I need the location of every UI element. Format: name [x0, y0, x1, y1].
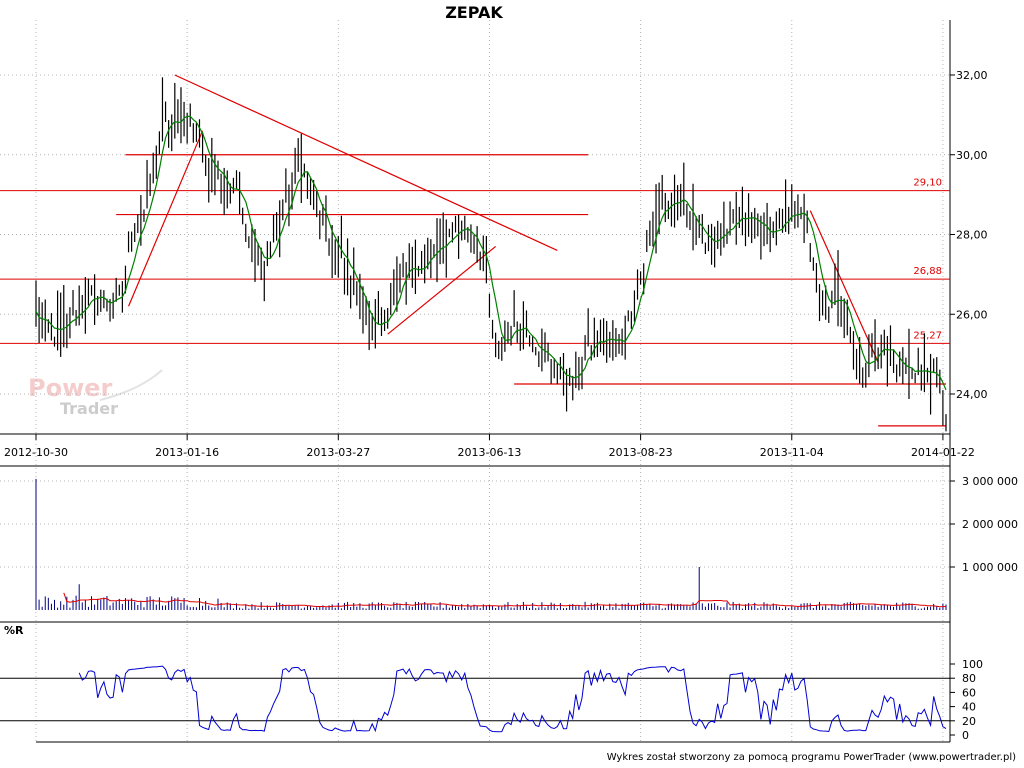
volume-average-line — [63, 592, 947, 608]
horizontal-level-label: 26,88 — [913, 266, 942, 277]
wr-tick-label: 80 — [962, 672, 976, 685]
williams-r-line — [78, 665, 947, 733]
price-tick-label: 24,00 — [956, 388, 988, 401]
trend-line — [174, 74, 558, 251]
chart-title: ZEPAK — [445, 3, 503, 22]
wr-tick-label: 100 — [962, 658, 983, 671]
date-tick-label: 2012-10-30 — [4, 446, 68, 459]
wr-tick-label: 60 — [962, 686, 976, 699]
wr-tick-label: 0 — [962, 729, 969, 742]
volume-panel: 1 000 000 2 000 000 3 000 000 — [0, 465, 1018, 623]
moving-average-line — [35, 115, 947, 391]
wr-panel-label: %R — [4, 624, 24, 637]
ohlc-bars — [35, 77, 947, 432]
date-axis: 2012-10-30 2013-01-16 2013-03-27 2013-06-13… — [4, 434, 975, 459]
price-tick-label: 32,00 — [956, 69, 988, 82]
volume-tick-label: 3 000 000 — [962, 475, 1018, 488]
trend-line — [127, 130, 204, 307]
volume-tick-label: 2 000 000 — [962, 518, 1018, 531]
trend-line — [387, 245, 497, 335]
date-tick-label: 2013-01-16 — [155, 446, 219, 459]
date-tick-label: 2013-08-23 — [609, 446, 673, 459]
horizontal-level-label: 25,27 — [913, 330, 942, 341]
date-tick-label: 2014-01-22 — [911, 446, 975, 459]
powertrader-watermark-logo: Power Trader — [28, 369, 163, 418]
date-tick-label: 2013-06-13 — [457, 446, 521, 459]
price-tick-label: 28,00 — [956, 229, 988, 242]
date-tick-label: 2013-03-27 — [306, 446, 370, 459]
wr-tick-label: 40 — [962, 701, 976, 714]
wr-tick-label: 20 — [962, 715, 976, 728]
horizontal-level-label: 29,10 — [913, 178, 942, 189]
date-tick-label: 2013-11-04 — [760, 446, 824, 459]
watermark-power-text: Power — [28, 374, 113, 402]
watermark-trader-text: Trader — [60, 399, 118, 418]
watermark-swoosh — [99, 369, 163, 401]
footer-credit: Wykres został stworzony za pomocą progra… — [607, 752, 1016, 763]
trend-line — [809, 210, 879, 363]
price-tick-label: 26,00 — [956, 308, 988, 321]
volume-tick-label: 1 000 000 — [962, 561, 1018, 574]
price-tick-label: 30,00 — [956, 149, 988, 162]
